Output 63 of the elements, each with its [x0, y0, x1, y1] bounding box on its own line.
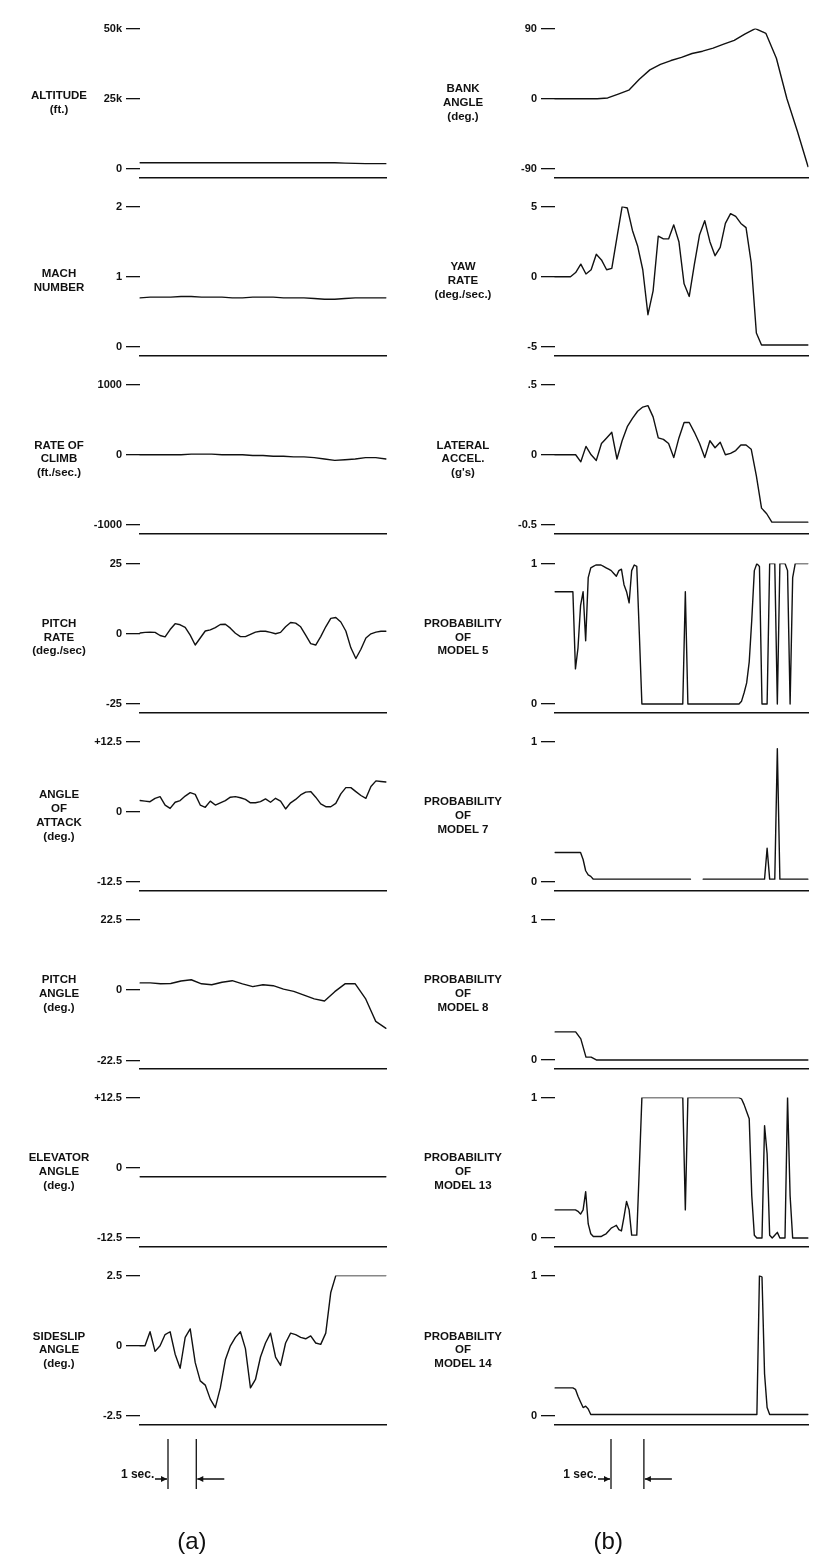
- y-tick-label: 0: [115, 340, 122, 353]
- y-tick-label: -12.5: [96, 1231, 122, 1244]
- y-axis-title: ANGLE OF ATTACK (deg.): [36, 788, 82, 842]
- y-tick-label: 25k: [103, 91, 123, 104]
- y-tick-label: -5: [527, 340, 537, 353]
- y-axis-title: YAW RATE (deg./sec.): [433, 259, 493, 303]
- y-axis-title: PROBABILITY OF MODEL 7: [423, 794, 503, 837]
- y-axis-title: ELEVATOR ANGLE (deg.): [28, 1151, 90, 1192]
- y-tick-label: 0: [530, 91, 537, 104]
- y-tick-label: 1000: [97, 378, 122, 391]
- y-tick-label: 0: [530, 1409, 537, 1422]
- y-tick-label: 0: [530, 270, 537, 283]
- y-tick-label: 1: [530, 912, 537, 925]
- y-tick-label: -2.5: [103, 1409, 122, 1422]
- y-tick-label: 90: [524, 21, 537, 34]
- y-tick-label: 1: [530, 1269, 537, 1282]
- y-axis-title: PITCH ANGLE (deg.): [38, 973, 80, 1013]
- y-tick-label: 1: [530, 556, 537, 569]
- y-tick-label: 1: [530, 734, 537, 747]
- y-tick-label: 0: [530, 874, 537, 887]
- y-tick-label: +12.5: [94, 1090, 122, 1103]
- y-axis-title: SIDESLIP ANGLE (deg.): [32, 1329, 86, 1370]
- y-tick-label: 1: [530, 1090, 537, 1103]
- y-tick-label: -0.5: [518, 518, 537, 531]
- y-tick-label: 25: [109, 556, 122, 569]
- y-tick-label: -22.5: [96, 1053, 122, 1066]
- y-tick-label: 0: [530, 1053, 537, 1066]
- y-axis-title: ALTITUDE (ft.): [30, 89, 87, 115]
- y-axis-title: PROBABILITY OF MODEL 5: [423, 615, 503, 659]
- y-tick-label: 0: [530, 448, 537, 461]
- y-tick-label: 2.5: [106, 1269, 122, 1282]
- text: (a): [177, 1527, 207, 1556]
- y-axis-title: PROBABILITY OF MODEL 14: [423, 1328, 503, 1372]
- y-tick-label: 2: [115, 199, 122, 212]
- y-axis-title: LATERAL ACCEL. (g's): [436, 438, 490, 479]
- y-axis-title: PITCH RATE (deg./sec): [32, 616, 86, 657]
- y-tick-label: +12.5: [94, 734, 122, 747]
- y-tick-label: 0: [115, 1161, 122, 1174]
- y-tick-label: 0: [115, 448, 122, 461]
- y-tick-label: -25: [106, 696, 122, 709]
- text: (b): [593, 1527, 623, 1556]
- y-tick-label: -1000: [93, 518, 122, 531]
- y-tick-label: -12.5: [96, 874, 122, 887]
- y-tick-label: 0: [115, 1339, 122, 1352]
- y-axis-title: PROBABILITY OF MODEL 13: [423, 1150, 503, 1194]
- y-tick-label: 50k: [103, 21, 123, 34]
- y-tick-label: 5: [530, 199, 537, 212]
- y-tick-label: 22.5: [100, 912, 122, 925]
- text: 1 sec.: [563, 1467, 597, 1482]
- y-tick-label: -90: [521, 161, 537, 174]
- y-axis-title: PROBABILITY OF MODEL 8: [423, 972, 503, 1015]
- y-tick-label: 0: [115, 983, 122, 996]
- y-axis-title: MACH NUMBER: [33, 267, 85, 294]
- y-tick-label: 0: [115, 804, 122, 817]
- y-tick-label: 0: [115, 626, 122, 639]
- y-tick-label: 1: [115, 270, 122, 283]
- y-axis-title: RATE OF CLIMB (ft./sec.): [34, 438, 84, 479]
- y-axis-title: BANK ANGLE (deg.): [442, 82, 484, 122]
- y-tick-label: .5: [527, 378, 537, 391]
- y-tick-label: 0: [530, 1231, 537, 1244]
- y-tick-label: 0: [115, 162, 122, 175]
- y-tick-label: 0: [530, 696, 537, 709]
- text: 1 sec.: [120, 1467, 155, 1482]
